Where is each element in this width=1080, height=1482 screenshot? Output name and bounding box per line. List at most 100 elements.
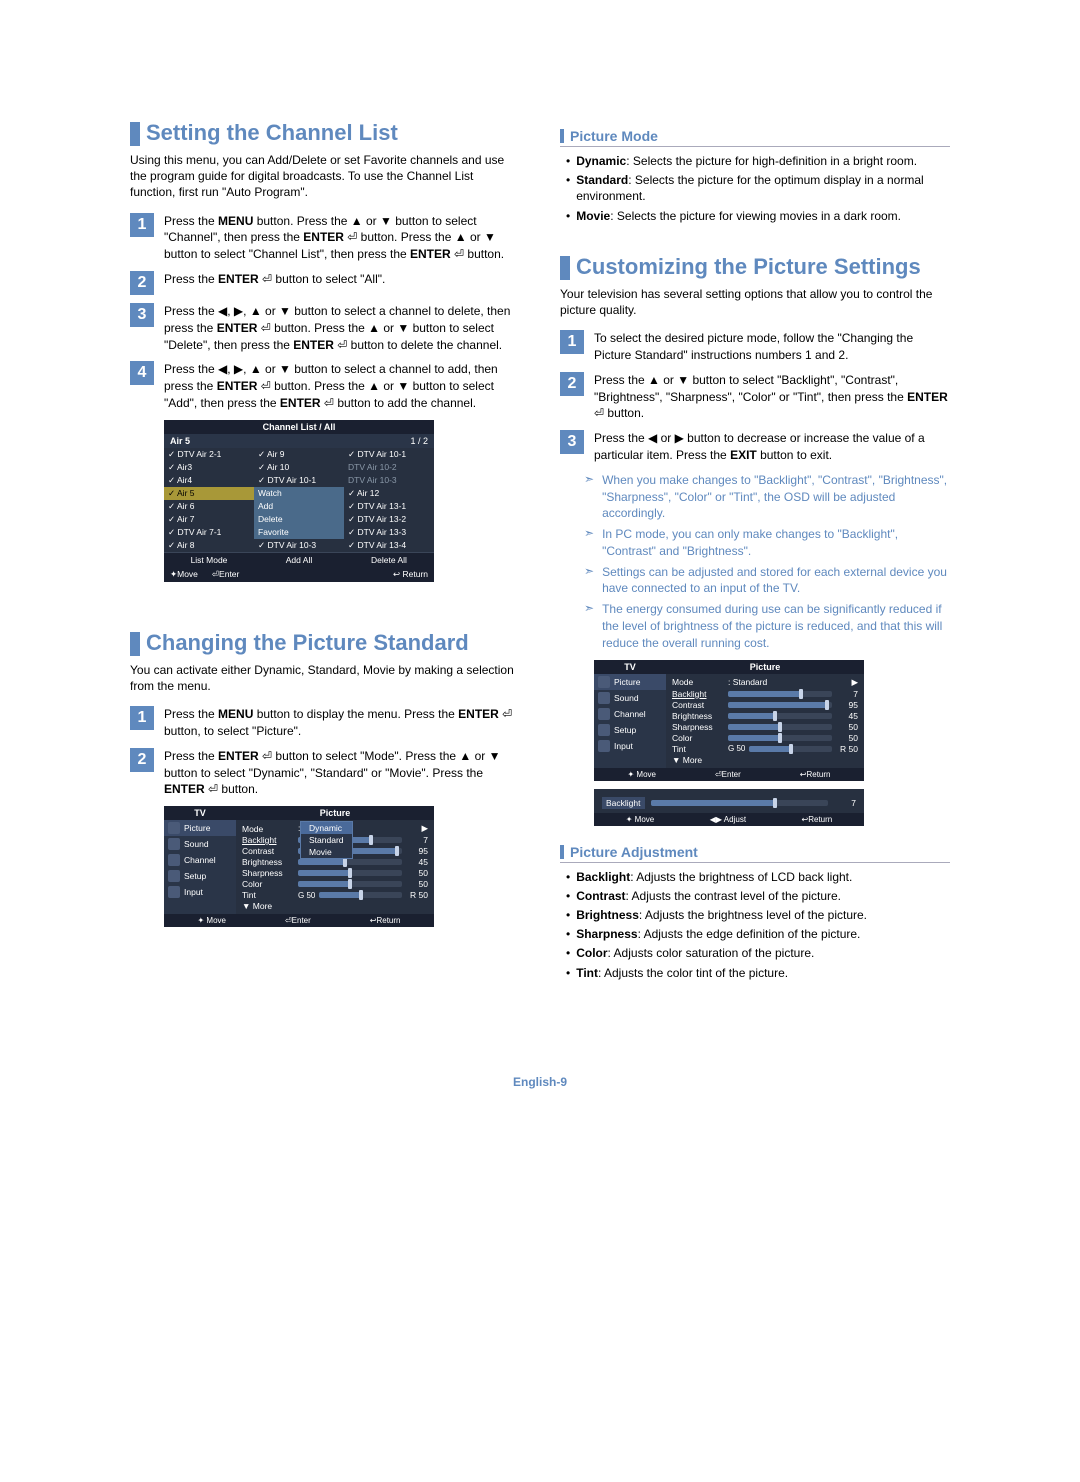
step: 2 Press the ▲ or ▼ button to select "Back…: [560, 372, 950, 422]
bullet-item: Movie: Selects the picture for viewing m…: [566, 208, 950, 224]
channel-list-screenshot: Channel List / All Air 5 1 / 2 ✓ DTV Air…: [164, 420, 434, 582]
step-number: 2: [130, 748, 154, 772]
slider: [728, 702, 832, 708]
menu-icon: [598, 692, 610, 704]
tv-row-label: Tint: [672, 744, 724, 754]
channel-cell: ✓ Air 6: [164, 500, 254, 513]
tv-row: Sharpness 50: [672, 722, 858, 732]
tv-row-label: Mode: [242, 824, 294, 834]
channel-cell: ✓ Air 5: [164, 487, 254, 500]
channel-cell: ✓ DTV Air 13-1: [344, 500, 434, 513]
menu-icon: [168, 822, 180, 834]
subsection-title: Picture Adjustment: [570, 844, 698, 860]
channel-cell: Delete: [254, 513, 344, 526]
note-text: Settings can be adjusted and stored for …: [602, 564, 950, 598]
tv-value: R 50: [836, 744, 858, 754]
tv-row-label: Sharpness: [242, 868, 294, 878]
customize-steps: 1To select the desired picture mode, fol…: [560, 330, 950, 464]
channel-cell: ✓ DTV Air 10-3: [254, 539, 344, 552]
manual-page: Setting the Channel List Using this menu…: [0, 0, 1080, 1045]
channel-cell: ✓ Air 12: [344, 487, 434, 500]
subsection-picture-adjustment: Picture Adjustment: [560, 844, 950, 863]
channel-cell: Favorite: [254, 526, 344, 539]
channel-cell: ✓ Air 10: [254, 461, 344, 474]
step-number: 3: [560, 430, 584, 454]
slider: [749, 746, 832, 752]
picture-adj-list: Backlight: Adjusts the brightness of LCD…: [560, 869, 950, 981]
channel-cell: ✓ DTV Air 10-1: [344, 448, 434, 461]
footer-hint: ↩Return: [370, 916, 401, 925]
tv-hdr-left: TV: [164, 806, 236, 820]
tv-value: 50: [406, 879, 428, 889]
footer-hint: ⏎Enter: [285, 916, 311, 925]
tv-value: 50: [836, 722, 858, 732]
tv-value: 7: [836, 689, 858, 699]
step-text: Press the ▲ or ▼ button to select "Backl…: [594, 372, 950, 422]
tv-row: TintG 50R 50: [672, 744, 858, 754]
note: ➣The energy consumed during use can be s…: [584, 601, 950, 651]
step: 1To select the desired picture mode, fol…: [560, 330, 950, 364]
tv-row-label: Brightness: [672, 711, 724, 721]
channel-cell: Watch: [254, 487, 344, 500]
tv-side-item: Input: [594, 738, 666, 754]
tv-hdr-right: Picture: [666, 660, 864, 674]
footer-hint: ✦ Move: [626, 815, 655, 824]
step-number: 2: [560, 372, 584, 396]
menu-icon: [168, 870, 180, 882]
channel-cell: DTV Air 10-2: [344, 461, 434, 474]
picture-std-intro: You can activate either Dynamic, Standar…: [130, 662, 520, 694]
note-arrow-icon: ➣: [584, 601, 594, 651]
section-channel-list: Setting the Channel List: [130, 120, 520, 146]
tv-row: Backlight7: [672, 689, 858, 699]
tv-value: R 50: [406, 890, 428, 900]
channel-cell: ✓ Air3: [164, 461, 254, 474]
tv-row-label: Sharpness: [672, 722, 724, 732]
step-text: Press the MENU button. Press the ▲ or ▼ …: [164, 213, 520, 263]
note-arrow-icon: ➣: [584, 564, 594, 598]
chan-shot-btnrow: List ModeAdd AllDelete All: [164, 552, 434, 567]
step-text: Press the ◀ or ▶ button to decrease or i…: [594, 430, 950, 464]
tv-row-label: Tint: [242, 890, 294, 900]
bullet-item: Tint: Adjusts the color tint of the pict…: [566, 965, 950, 981]
header-bar-icon: [560, 256, 570, 280]
step: 2Press the ENTER ⏎ button to select "Mod…: [130, 748, 520, 798]
slider: [298, 870, 402, 876]
footer-hint: ✦Move: [170, 569, 198, 580]
footer-hint: ⏎Enter: [212, 569, 239, 580]
chan-shot-title: Channel List / All: [164, 420, 434, 434]
header-bar-icon: [130, 122, 140, 146]
section-picture-standard: Changing the Picture Standard: [130, 630, 520, 656]
footer-hint: ↩ Return: [393, 569, 428, 580]
tv-hdr-right: Picture: [236, 806, 434, 820]
tv-side-item: Picture: [164, 820, 236, 836]
channel-cell: ✓ Air4: [164, 474, 254, 487]
note-text: In PC mode, you can only make changes to…: [602, 526, 950, 560]
channel-btn: List Mode: [164, 552, 254, 567]
tv-row-label: Brightness: [242, 857, 294, 867]
tv-side-item: Sound: [594, 690, 666, 706]
tv-row-label: Contrast: [242, 846, 294, 856]
channel-cell: Add: [254, 500, 344, 513]
step-text: Press the ◀, ▶, ▲ or ▼ button to select …: [164, 303, 520, 353]
tv-side-item: Sound: [164, 836, 236, 852]
slider: [298, 859, 402, 865]
picture-mode-list: Dynamic: Selects the picture for high-de…: [560, 153, 950, 224]
step-number: 1: [560, 330, 584, 354]
slider: [298, 881, 402, 887]
slider: [319, 892, 402, 898]
note: ➣In PC mode, you can only make changes t…: [584, 526, 950, 560]
tv-menu-screenshot: TVPicturePictureSoundChannelSetupInputMo…: [164, 806, 434, 927]
chan-shot-grid: ✓ DTV Air 2-1✓ Air 9✓ DTV Air 10-1✓ Air3…: [164, 448, 434, 552]
chan-shot-foot: ✦Move ⏎Enter ↩ Return: [164, 567, 434, 582]
channel-cell: ✓ DTV Air 2-1: [164, 448, 254, 461]
tv-side-item: Setup: [164, 868, 236, 884]
tv-side-item: Channel: [164, 852, 236, 868]
slider: [728, 724, 832, 730]
footer-hint: ◀▶ Adjust: [710, 815, 746, 824]
step-text: Press the MENU button to display the men…: [164, 706, 520, 740]
mode-popup: DynamicStandardMovie: [300, 821, 353, 859]
step-number: 2: [130, 271, 154, 295]
chan-shot-hdr-left: Air 5: [170, 436, 410, 446]
bullet-item: Standard: Selects the picture for the op…: [566, 172, 950, 204]
left-column: Setting the Channel List Using this menu…: [130, 110, 520, 985]
